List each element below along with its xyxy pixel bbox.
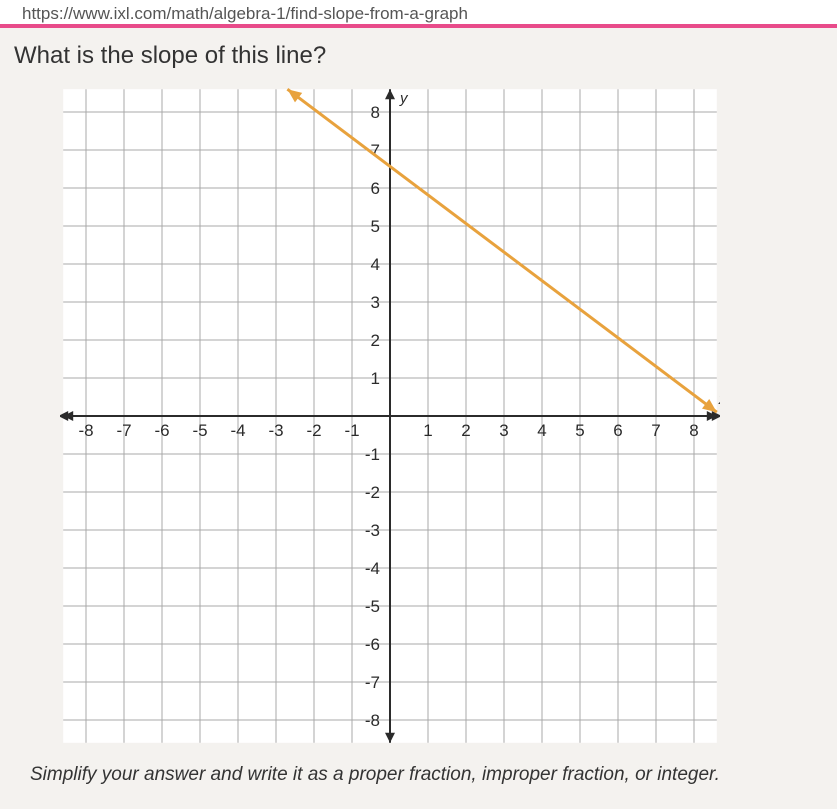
svg-text:3: 3 — [499, 421, 508, 440]
svg-text:8: 8 — [371, 103, 380, 122]
svg-text:2: 2 — [461, 421, 470, 440]
coordinate-graph: -8 -7 -6 -5 -4 -3 -2 -1 1 2 3 4 5 6 7 8 -8 -7 -6 -5 -4 -3 -2 -1… — [60, 86, 760, 746]
svg-text:-6: -6 — [154, 421, 169, 440]
svg-text:-8: -8 — [78, 421, 93, 440]
svg-text:-7: -7 — [116, 421, 131, 440]
svg-text:-1: -1 — [365, 445, 380, 464]
url-text: https://www.ixl.com/math/algebra-1/find-… — [22, 4, 468, 23]
svg-text:-8: -8 — [365, 711, 380, 730]
svg-text:x: x — [718, 391, 720, 408]
svg-text:6: 6 — [371, 179, 380, 198]
svg-text:6: 6 — [613, 421, 622, 440]
graph-svg: -8 -7 -6 -5 -4 -3 -2 -1 1 2 3 4 5 6 7 8 -8 -7 -6 -5 -4 -3 -2 -1… — [60, 86, 720, 746]
svg-text:-5: -5 — [192, 421, 207, 440]
svg-text:2: 2 — [371, 331, 380, 350]
instruction-text: Simplify your answer and write it as a p… — [0, 746, 837, 786]
url-bar: https://www.ixl.com/math/algebra-1/find-… — [0, 0, 837, 28]
svg-text:-2: -2 — [306, 421, 321, 440]
svg-text:-3: -3 — [268, 421, 283, 440]
svg-text:-4: -4 — [365, 559, 380, 578]
svg-text:7: 7 — [651, 421, 660, 440]
svg-text:-1: -1 — [344, 421, 359, 440]
svg-text:-7: -7 — [365, 673, 380, 692]
svg-text:-4: -4 — [230, 421, 245, 440]
svg-text:5: 5 — [371, 217, 380, 236]
svg-text:-6: -6 — [365, 635, 380, 654]
svg-text:-2: -2 — [365, 483, 380, 502]
svg-text:-5: -5 — [365, 597, 380, 616]
svg-text:1: 1 — [423, 421, 432, 440]
question-text: What is the slope of this line? — [0, 28, 837, 80]
svg-text:5: 5 — [575, 421, 584, 440]
svg-text:4: 4 — [537, 421, 546, 440]
svg-text:4: 4 — [371, 255, 380, 274]
svg-text:1: 1 — [371, 369, 380, 388]
svg-text:-3: -3 — [365, 521, 380, 540]
svg-text:8: 8 — [689, 421, 698, 440]
svg-text:3: 3 — [371, 293, 380, 312]
